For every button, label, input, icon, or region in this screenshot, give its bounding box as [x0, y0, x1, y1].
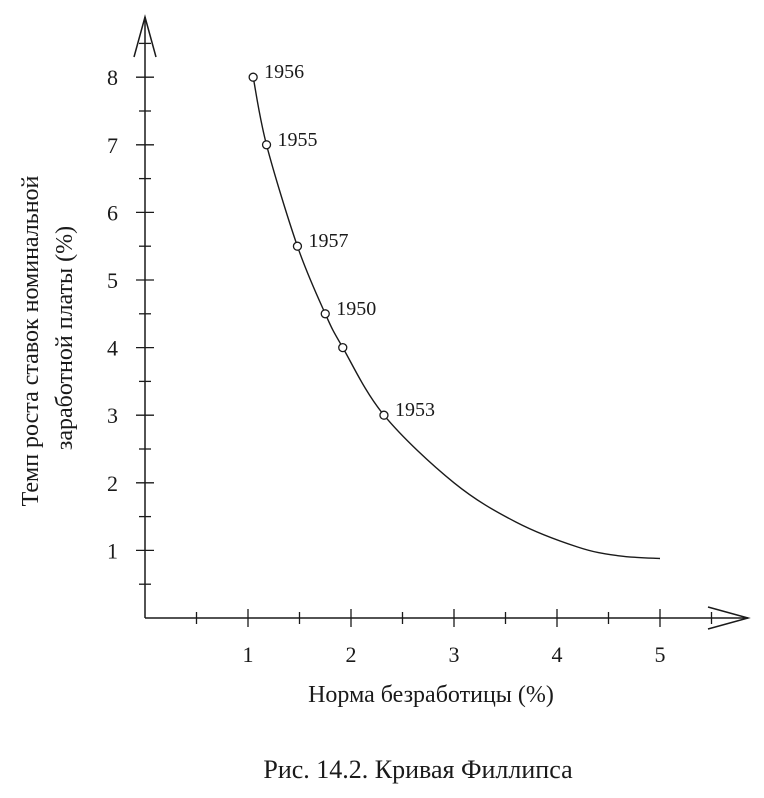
data-point [248, 72, 258, 82]
tick-labels: 1 2 3 4 5 1 2 3 4 5 6 7 8 [107, 65, 666, 667]
data-point-label: 1955 [278, 129, 318, 151]
y-tick-label: 3 [107, 403, 118, 428]
y-axis-title-line-2: заработной платы (%) [52, 226, 78, 450]
data-point-label: 1953 [395, 399, 435, 421]
data-point [320, 309, 330, 319]
y-axis-title-line-1: Темп роста ставок номинальной [18, 175, 44, 506]
data-points: 1956 1955 1957 1950 1953 [248, 61, 435, 421]
data-point-label: 1950 [336, 298, 376, 320]
y-tick-label: 4 [107, 336, 118, 361]
data-point [261, 140, 272, 150]
axes [133, 14, 751, 630]
figure-caption: Рис. 14.2. Кривая Филлипса [263, 755, 573, 784]
y-axis-title: Темп роста ставок номинальной заработной… [18, 170, 78, 507]
x-axis-title: Норма безработицы (%) [308, 682, 554, 708]
y-tick-label: 2 [107, 471, 118, 496]
y-tick-label: 6 [107, 200, 118, 225]
x-tick-label: 4 [552, 642, 563, 667]
data-point [338, 342, 348, 353]
x-tick-label: 2 [346, 642, 357, 667]
x-tick-label: 1 [243, 642, 254, 667]
y-tick-label: 5 [107, 268, 118, 293]
x-axis-arrow [707, 606, 751, 630]
x-tick-label: 5 [655, 642, 666, 667]
y-tick-label: 7 [107, 133, 118, 158]
data-point-label: 1957 [308, 230, 348, 252]
ticks [136, 42, 713, 627]
x-tick-label: 3 [449, 642, 460, 667]
y-tick-label: 1 [107, 538, 118, 563]
data-point [292, 241, 303, 251]
y-tick-label: 8 [107, 65, 118, 90]
data-point [379, 410, 389, 420]
y-axis-arrow [133, 14, 157, 58]
data-point-label: 1956 [264, 61, 304, 83]
